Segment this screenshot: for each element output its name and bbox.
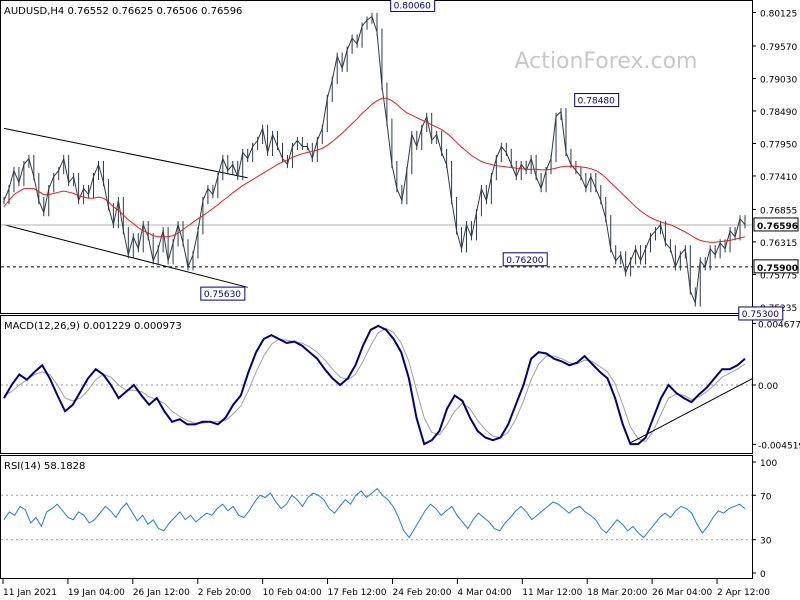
time-label: 2 Feb 20:00: [198, 588, 252, 598]
price-pane: [0, 0, 753, 314]
time-axis: 11 Jan 2021 19 Jan 04:00 26 Jan 12:00 2 Feb…: [2, 579, 770, 598]
watermark: ActionForex.com: [515, 49, 698, 74]
time-label: 19 Jan 04:00: [68, 588, 125, 598]
macd-line: [3, 324, 746, 446]
macd-lines: [3, 324, 753, 446]
price-tick-label: 0.79570: [760, 43, 797, 53]
rsi-header: RSI(14) 58.1828: [4, 461, 85, 472]
current-price-label-box: [753, 217, 799, 232]
support-level-label-box: [753, 259, 799, 274]
price-tick-label: 0.79030: [760, 75, 797, 85]
rsi-axis: 100 70 30 0: [1, 459, 777, 580]
price-line: [3, 15, 746, 305]
price-tick-label: 0.75775: [760, 271, 797, 281]
current-price-label: 0.76596: [757, 222, 798, 232]
annotation-box: [574, 93, 620, 108]
macd-axis: 0.004677 0.00 -0.004519: [1, 321, 800, 451]
price-tick-label: 0.77950: [760, 140, 797, 150]
channel-line: [3, 127, 248, 179]
price-tick-label: 0.80125: [760, 10, 797, 20]
annotation-box: [738, 306, 784, 321]
rsi-tick-label: 30: [760, 537, 772, 547]
annotation-label: 0.78480: [578, 97, 615, 107]
time-label: 2 Apr 12:00: [717, 588, 770, 598]
macd-tick-label: 0.004677: [758, 321, 800, 331]
time-label: 18 Mar 20:00: [587, 588, 647, 598]
rsi-tick-label: 100: [760, 459, 777, 469]
time-label: 10 Feb 04:00: [263, 588, 322, 598]
annotation-label: 0.76200: [506, 256, 543, 266]
annotation-box: [502, 252, 548, 267]
price-annotations: 0.80060 0.78480 0.76200 0.75630 0.75300: [200, 0, 784, 321]
price-tick-label: 0.76855: [760, 206, 797, 216]
price-lines: [3, 15, 746, 305]
time-label: 26 Jan 12:00: [133, 588, 190, 598]
annotation-label: 0.75630: [204, 290, 241, 300]
support-level-label: 0.75900: [757, 264, 798, 274]
rsi-tick-label: 0: [760, 570, 766, 580]
macd-trendline: [630, 377, 753, 444]
time-label: 26 Mar 04:00: [652, 588, 712, 598]
rsi-line: [3, 487, 746, 539]
annotation-label: 0.75300: [742, 310, 779, 320]
price-tick-label: 0.77410: [760, 173, 797, 183]
annotation-box: [200, 286, 246, 301]
time-label: 4 Mar 04:00: [457, 588, 512, 598]
rsi-lines: [3, 487, 746, 539]
rsi-tick-label: 70: [760, 492, 772, 502]
price-levels: 0.76596 0.75900: [1, 217, 799, 274]
rsi-pane: [0, 455, 753, 579]
annotation-label: 0.80060: [394, 1, 431, 11]
time-label: 24 Feb 20:00: [392, 588, 451, 598]
time-label: 17 Feb 12:00: [328, 588, 387, 598]
macd-tick-label: 0.00: [758, 382, 778, 392]
time-label: 11 Jan 2021: [3, 588, 57, 598]
time-label: 11 Mar 12:00: [522, 588, 582, 598]
channel-line: [3, 224, 248, 288]
price-trendlines: [3, 127, 248, 288]
price-tick-label: 0.76315: [760, 239, 797, 249]
price-header: AUDUSD,H4 0.76552 0.76625 0.76506 0.7659…: [4, 6, 242, 17]
macd-header: MACD(12,26,9) 0.001229 0.000973: [4, 321, 182, 332]
moving-average-line: [3, 97, 746, 243]
annotation-box: [390, 0, 436, 12]
price-tick-label: 0.78490: [760, 108, 797, 118]
macd-tick-label: -0.004519: [758, 441, 800, 451]
